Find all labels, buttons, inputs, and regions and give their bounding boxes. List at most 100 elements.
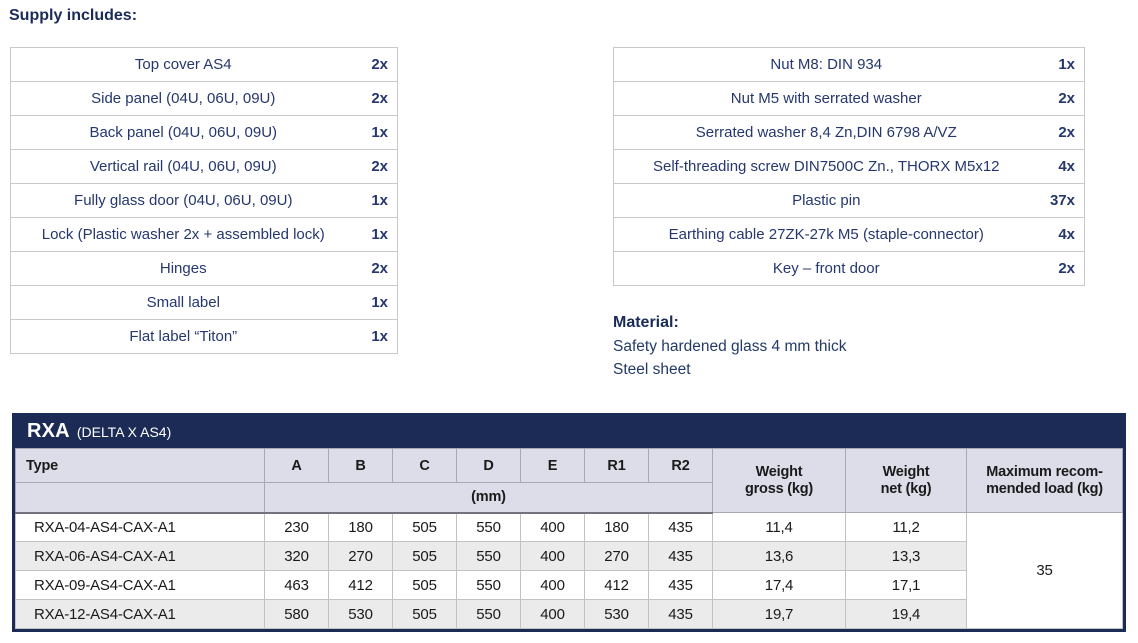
supply-item-label: Lock (Plastic washer 2x + assembled lock… (10, 217, 356, 252)
spec-a: 320 (264, 541, 329, 571)
supply-item-qty: 1x (355, 319, 398, 354)
spec-unit-row: (mm) (15, 482, 1123, 514)
col-header-c: C (392, 448, 457, 483)
supply-item-label: Serrated washer 8,4 Zn,DIN 6798 A/VZ (613, 115, 1039, 150)
supply-item-qty: 4x (1038, 217, 1085, 252)
spec-a: 463 (264, 570, 329, 600)
material-line: Steel sheet (613, 361, 691, 378)
supply-row: Nut M5 with serrated washer 2x (613, 81, 1085, 116)
spec-c: 505 (392, 541, 457, 571)
supply-row: Hinges 2x (10, 251, 398, 286)
col-header-type: Type (15, 448, 265, 483)
spec-header-row: Type A B C D E R1 R2 Weight gross (kg) W… (15, 448, 1123, 513)
col-header-r2: R2 (648, 448, 713, 483)
supply-row: Fully glass door (04U, 06U, 09U) 1x (10, 183, 398, 218)
supply-row: Plastic pin 37x (613, 183, 1085, 218)
supply-item-qty: 1x (355, 183, 398, 218)
supply-row: Vertical rail (04U, 06U, 09U) 2x (10, 149, 398, 184)
supply-item-label: Side panel (04U, 06U, 09U) (10, 81, 356, 116)
spec-row: RXA-04-AS4-CAX-A1 230 180 505 550 400 18… (15, 512, 1123, 629)
spec-table: Type A B C D E R1 R2 Weight gross (kg) W… (15, 448, 1123, 629)
supply-row: Serrated washer 8,4 Zn,DIN 6798 A/VZ 2x (613, 115, 1085, 150)
spec-weight-gross: 11,4 (712, 512, 846, 542)
supply-item-label: Vertical rail (04U, 06U, 09U) (10, 149, 356, 184)
spec-table-subtitle: (DELTA X AS4) (76, 424, 172, 440)
spec-r1: 180 (584, 512, 649, 542)
supply-item-qty: 2x (1038, 115, 1085, 150)
spec-a: 580 (264, 599, 329, 629)
supply-item-label: Flat label “Titon” (10, 319, 356, 354)
supply-item-qty: 1x (1058, 56, 1075, 73)
col-header-max-load: Maximum recom- mended load (kg) (966, 448, 1123, 513)
supply-row: Side panel (04U, 06U, 09U) 2x (10, 81, 398, 116)
spec-b: 412 (328, 570, 393, 600)
spec-weight-net: 17,1 (845, 570, 967, 600)
spec-r2: 435 (648, 541, 713, 571)
supply-row: Small label 1x (10, 285, 398, 320)
supply-item-label: Top cover AS4 (134, 56, 232, 73)
spec-r1: 412 (584, 570, 649, 600)
spec-c: 505 (392, 599, 457, 629)
supply-item-qty: 37x (1038, 183, 1085, 218)
supply-item-qty: 1x (355, 115, 398, 150)
supply-row: Flat label “Titon” 1x (10, 319, 398, 354)
supply-item-qty: 2x (1038, 81, 1085, 116)
spec-row: RXA-12-AS4-CAX-A1 580 530 505 550 400 53… (15, 599, 1123, 629)
supply-item-qty: 2x (1038, 251, 1085, 286)
supply-item-label: Hinges (10, 251, 356, 286)
supply-item-qty: 1x (355, 285, 398, 320)
spec-weight-gross: 17,4 (712, 570, 846, 600)
supply-table-left: Top cover AS4 2x Side panel (04U, 06U, 0… (10, 47, 398, 354)
unit-label: (mm) (264, 482, 713, 514)
supply-table-right: Nut M8: DIN 934 1x Nut M5 with serrated … (613, 47, 1085, 286)
col-header-b: B (328, 448, 393, 483)
supply-item-label: Nut M5 with serrated washer (613, 81, 1039, 116)
supply-row: Back panel (04U, 06U, 09U) 1x (10, 115, 398, 150)
supply-item-label: Self-threading screw DIN7500C Zn., THORX… (613, 149, 1039, 184)
spec-r1: 530 (584, 599, 649, 629)
spec-table-container: RXA (DELTA X AS4) Type A B C D E R1 R2 W… (12, 413, 1126, 632)
supply-includes-heading: Supply includes: (9, 7, 138, 24)
supply-item-qty: 1x (355, 217, 398, 252)
supply-item-label: Key – front door (613, 251, 1039, 286)
spec-d: 550 (456, 541, 521, 571)
col-header-e: E (520, 448, 585, 483)
spec-b: 270 (328, 541, 393, 571)
spec-b: 180 (328, 512, 393, 542)
supply-row: Key – front door 2x (613, 251, 1085, 286)
col-header-a: A (264, 448, 329, 483)
spec-type: RXA-12-AS4-CAX-A1 (15, 599, 265, 629)
material-section: Material: Safety hardened glass 4 mm thi… (613, 311, 846, 381)
col-header-r1: R1 (584, 448, 649, 483)
spec-row: RXA-09-AS4-CAX-A1 463 412 505 550 400 41… (15, 570, 1123, 600)
spec-weight-gross: 13,6 (712, 541, 846, 571)
spec-d: 550 (456, 570, 521, 600)
material-line: Safety hardened glass 4 mm thick (613, 338, 847, 355)
spec-a: 230 (264, 512, 329, 542)
spec-weight-net: 11,2 (845, 512, 967, 542)
col-header-d: D (456, 448, 521, 483)
spec-weight-net: 13,3 (845, 541, 967, 571)
col-header-weight-net: Weight net (kg) (845, 448, 967, 513)
spec-table-banner: RXA (DELTA X AS4) (15, 416, 1123, 448)
spec-r2: 435 (648, 570, 713, 600)
spec-d: 550 (456, 599, 521, 629)
spec-b: 530 (328, 599, 393, 629)
supply-item-qty: 2x (371, 56, 388, 73)
spec-weight-net: 19,4 (845, 599, 967, 629)
supply-row: Lock (Plastic washer 2x + assembled lock… (10, 217, 398, 252)
spec-weight-gross: 19,7 (712, 599, 846, 629)
spec-e: 400 (520, 541, 585, 571)
spec-type: RXA-04-AS4-CAX-A1 (15, 512, 265, 542)
spec-r2: 435 (648, 512, 713, 542)
spec-r2: 435 (648, 599, 713, 629)
supply-item-label: Nut M8: DIN 934 (770, 56, 883, 73)
spec-e: 400 (520, 570, 585, 600)
material-heading: Material: (613, 314, 679, 331)
supply-item-label: Plastic pin (613, 183, 1039, 218)
spec-r1: 270 (584, 541, 649, 571)
spec-e: 400 (520, 512, 585, 542)
spec-row: RXA-06-AS4-CAX-A1 320 270 505 550 400 27… (15, 541, 1123, 571)
supply-item-qty: 4x (1038, 149, 1085, 184)
